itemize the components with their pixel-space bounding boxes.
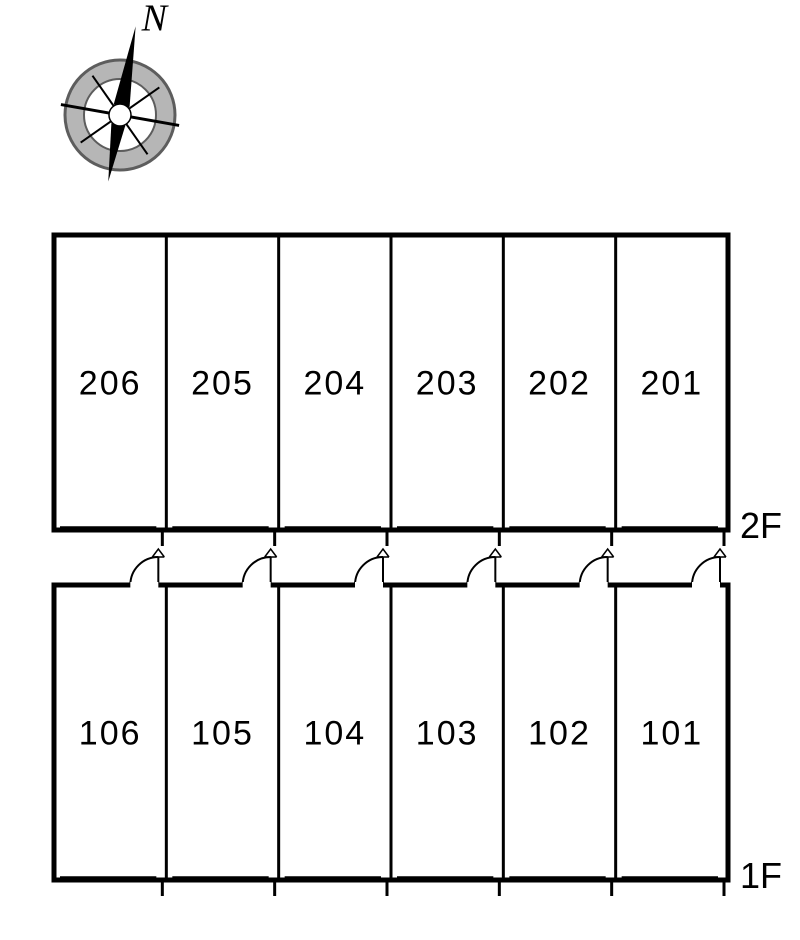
door-marker-icon [714,549,726,557]
unit-label: 204 [303,364,366,402]
unit-label: 106 [79,714,142,752]
door-swing-icon [692,557,720,585]
unit-label: 104 [303,714,366,752]
unit-label: 102 [528,714,591,752]
compass-icon: N [49,0,195,192]
door-swing-icon [243,557,271,585]
north-label: N [141,0,170,39]
floor-label: 2F [740,505,782,546]
compass-hub [109,104,131,126]
door-marker-icon [265,549,277,557]
unit-label: 103 [416,714,479,752]
unit-label: 105 [191,714,254,752]
unit-label: 201 [640,364,703,402]
floor-1F: 106 105 104 103 102 101 1F [54,549,782,896]
unit-label: 202 [528,364,591,402]
unit-label: 205 [191,364,254,402]
floor-label: 1F [740,855,782,896]
unit-label: 203 [416,364,479,402]
unit-label: 206 [79,364,142,402]
door-swing-icon [580,557,608,585]
door-marker-icon [152,549,164,557]
floor-2F: 206 205 204 203 202 201 2F [54,235,782,546]
door-swing-icon [355,557,383,585]
door-swing-icon [130,557,158,585]
unit-label: 101 [640,714,703,752]
door-swing-icon [467,557,495,585]
door-marker-icon [602,549,614,557]
door-marker-icon [489,549,501,557]
door-marker-icon [377,549,389,557]
